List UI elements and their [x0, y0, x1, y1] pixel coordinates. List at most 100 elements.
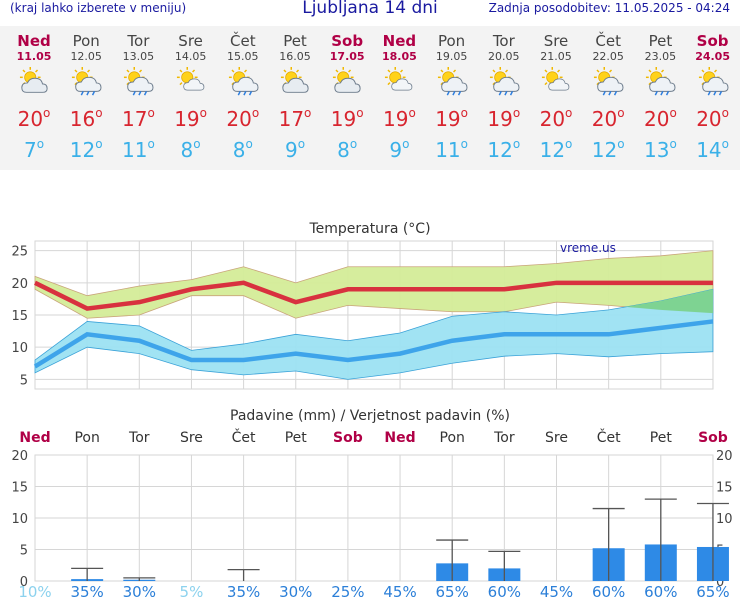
min-temperature: 8o — [337, 137, 358, 162]
precipitation-day-label: Ned — [19, 430, 50, 446]
y-tick-label-left: 0 — [20, 575, 28, 590]
precipitation-day-label: Sre — [545, 430, 568, 446]
precipitation-probability: 25% — [331, 583, 364, 600]
max-temperature: 20o — [643, 106, 677, 131]
day-column: Sre 14.05 19o 8o — [165, 26, 217, 163]
day-name: Sre — [543, 32, 569, 50]
y-tick-label-left: 5 — [20, 544, 28, 559]
top-bar: (kraj lahko izberete v meniju) Ljubljana… — [0, 0, 740, 20]
day-name: Pet — [648, 32, 673, 50]
day-date: 24.05 — [695, 50, 730, 63]
min-temperature: 7o — [23, 137, 45, 162]
day-column: Sob 17.05 19o 8o — [321, 26, 373, 163]
min-temperature: 8o — [232, 137, 253, 162]
precipitation-day-label: Pon — [74, 430, 99, 446]
day-column: Tor 20.05 19o 12o — [478, 26, 530, 163]
precipitation-chart-title: Padavine (mm) / Verjetnost padavin (%) — [230, 408, 510, 424]
precipitation-day-label: Čet — [232, 428, 256, 446]
max-temperature: 20o — [17, 106, 51, 131]
max-temperature: 16o — [69, 106, 103, 131]
max-temperature: 17o — [121, 106, 155, 131]
y-tick-label-right: 20 — [716, 449, 733, 464]
precipitation-day-label: Sob — [698, 430, 728, 446]
precipitation-probability: 35% — [70, 583, 103, 600]
watermark: vreme.us — [560, 241, 616, 255]
precipitation-probability: 30% — [123, 583, 156, 600]
day-name: Čet — [230, 32, 256, 50]
y-tick-label-left: 15 — [11, 481, 28, 496]
max-temperature: 19o — [174, 106, 207, 131]
day-date: 16.05 — [279, 50, 311, 63]
partly-cloudy-icon — [19, 67, 48, 93]
max-temperature: 17o — [278, 106, 312, 131]
y-tick-label: 10 — [11, 341, 28, 356]
day-name: Ned — [17, 32, 51, 50]
sun-rain-icon — [124, 67, 154, 96]
day-date: 21.05 — [540, 50, 572, 63]
precipitation-probability: 65% — [696, 583, 729, 600]
precipitation-day-label: Sre — [180, 430, 203, 446]
max-temperature: 20o — [591, 106, 625, 131]
day-date: 11.05 — [16, 50, 52, 63]
sun-rain-icon — [594, 67, 624, 96]
min-temperature: 11o — [121, 137, 155, 162]
day-column: Pet 16.05 17o 9o — [269, 26, 321, 163]
day-name: Tor — [127, 32, 150, 50]
day-date: 23.05 — [644, 50, 677, 63]
min-temperature: 14o — [696, 137, 729, 162]
day-date: 17.05 — [329, 50, 365, 63]
sun-cloud-icon — [385, 67, 413, 91]
precipitation-day-label: Ned — [384, 430, 415, 446]
precipitation-day-label: Pet — [650, 430, 673, 446]
max-temperature: 20o — [696, 106, 729, 131]
precipitation-day-label: Sob — [333, 430, 363, 446]
temperature-chart-title: Temperatura (°C) — [308, 221, 430, 237]
precipitation-probability: 60% — [644, 583, 677, 600]
sun-rain-icon — [646, 67, 676, 96]
day-name: Tor — [492, 32, 515, 50]
y-tick-label-right: 10 — [716, 512, 733, 527]
min-temperature: 9o — [284, 137, 306, 162]
day-column: Pon 12.05 16o 12o — [60, 26, 112, 163]
precipitation-day-label: Pet — [285, 430, 308, 446]
page-title: Ljubljana 14 dni — [302, 0, 438, 18]
precipitation-day-label: Tor — [493, 430, 515, 446]
last-update: Zadnja posodobitev: 11.05.2025 - 04:24 — [488, 1, 730, 15]
precipitation-probability: 10% — [18, 583, 51, 600]
precipitation-probability: 60% — [488, 583, 521, 600]
min-temperature: 9o — [389, 137, 410, 162]
day-column: Ned 11.05 20o 7o — [8, 26, 60, 163]
min-temperature: 11o — [435, 137, 468, 162]
max-temperature-line — [34, 280, 713, 311]
precipitation-day-label: Tor — [128, 430, 150, 446]
day-column: Pet 23.05 20o 13o — [634, 26, 686, 163]
day-date: 22.05 — [592, 50, 624, 63]
partly-cloudy-icon — [280, 67, 309, 93]
day-column: Čet 22.05 20o 12o — [582, 26, 634, 163]
precipitation-probability: 30% — [279, 583, 312, 600]
sun-cloud-icon — [176, 67, 204, 91]
day-column: Sre 21.05 20o 12o — [530, 26, 582, 163]
day-name: Sob — [331, 32, 364, 50]
day-name: Sre — [178, 32, 203, 50]
y-tick-label-left: 20 — [11, 449, 28, 464]
day-date: 14.05 — [174, 50, 207, 63]
y-tick-label: 15 — [11, 309, 28, 324]
day-date: 20.05 — [488, 50, 520, 63]
day-date: 19.05 — [435, 50, 468, 63]
sun-rain-icon — [228, 67, 259, 96]
max-temperature: 20o — [539, 106, 573, 131]
y-tick-label: 20 — [11, 277, 28, 292]
precipitation-probability: 60% — [592, 583, 625, 600]
day-date: 12.05 — [70, 50, 102, 63]
max-temperature: 19o — [435, 106, 468, 131]
day-name: Pet — [283, 32, 307, 50]
precipitation-day-label: Čet — [597, 428, 621, 446]
day-name: Čet — [595, 32, 621, 50]
precipitation-probability: 5% — [180, 583, 204, 600]
max-temperature: 19o — [330, 106, 364, 131]
precipitation-probability: 45% — [540, 583, 573, 600]
location-menu-hint[interactable]: (kraj lahko izberete v meniju) — [10, 1, 187, 15]
precipitation-probability: 35% — [227, 583, 260, 600]
